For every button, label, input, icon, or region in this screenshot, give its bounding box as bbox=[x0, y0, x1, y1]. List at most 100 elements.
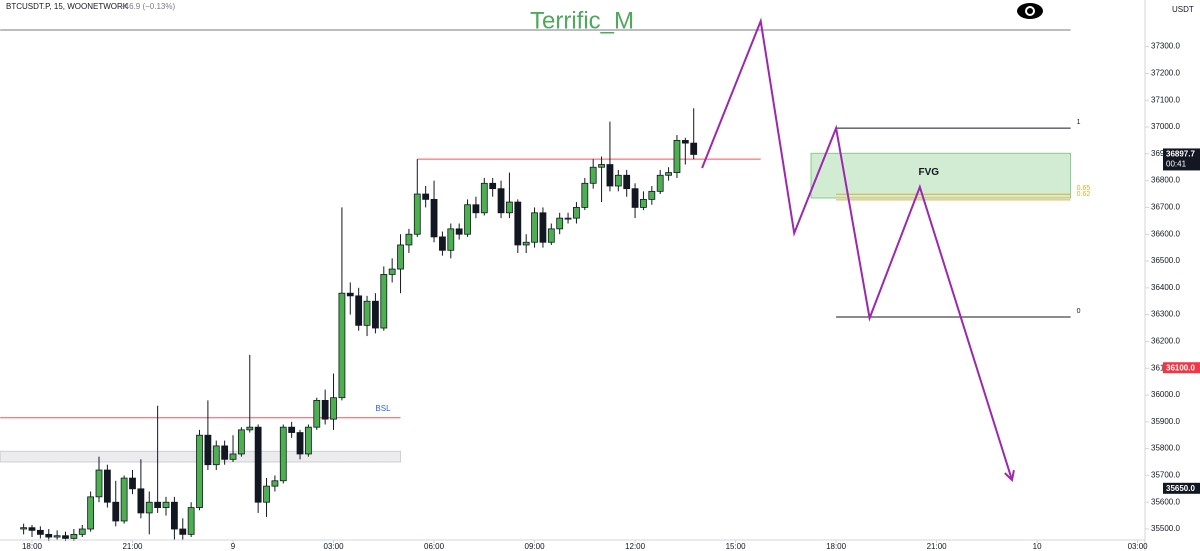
candle-body bbox=[78, 528, 86, 535]
zone-box bbox=[810, 152, 1072, 199]
candle-body bbox=[346, 292, 354, 297]
candle-body bbox=[196, 434, 203, 508]
y-tick-label: 36300.0 bbox=[1151, 310, 1180, 319]
candle-body bbox=[581, 182, 589, 208]
candle-body bbox=[547, 228, 555, 243]
y-tick-label: 35600.0 bbox=[1151, 497, 1180, 506]
candle-body bbox=[45, 533, 53, 538]
candle-body bbox=[20, 527, 28, 530]
price-badge bbox=[1163, 148, 1200, 171]
candle-body bbox=[279, 426, 287, 482]
candle-body bbox=[447, 228, 455, 251]
price-badge-sub: 00:41 bbox=[1166, 160, 1187, 169]
x-tick-label: 06:00 bbox=[424, 542, 445, 551]
candle-body bbox=[363, 300, 371, 326]
candle-body bbox=[129, 477, 136, 490]
candle-body bbox=[305, 426, 312, 455]
y-tick-label: 36600.0 bbox=[1151, 229, 1180, 238]
candle-body bbox=[313, 399, 321, 428]
projection-path bbox=[701, 17, 1013, 481]
level-label: 0.62 bbox=[1077, 191, 1091, 198]
candle-body bbox=[665, 172, 672, 176]
candle-body bbox=[120, 477, 128, 522]
y-tick-label: 36000.0 bbox=[1151, 390, 1180, 399]
candle-body bbox=[656, 174, 664, 192]
candle-body bbox=[187, 507, 195, 535]
y-tick-label: 35900.0 bbox=[1151, 417, 1180, 426]
candle-body bbox=[589, 166, 597, 184]
candle-body bbox=[154, 501, 162, 508]
x-tick-label: 21:00 bbox=[927, 542, 948, 551]
candle-body bbox=[145, 501, 153, 514]
candle-body bbox=[455, 228, 463, 235]
candle-body bbox=[288, 426, 296, 433]
candle-body bbox=[539, 212, 547, 243]
change: −46.9 (−0.13%) bbox=[120, 2, 175, 11]
candle-body bbox=[254, 426, 262, 503]
candle-body bbox=[439, 236, 446, 251]
candle-body bbox=[271, 480, 279, 487]
candle-body bbox=[648, 190, 656, 200]
level-label: BSL bbox=[375, 404, 391, 413]
candle-body bbox=[522, 241, 530, 246]
candle-body bbox=[480, 182, 488, 214]
candle-body bbox=[681, 140, 689, 144]
candle-body bbox=[70, 533, 78, 539]
candle-body bbox=[497, 188, 505, 214]
y-tick-label: 36700.0 bbox=[1151, 203, 1180, 212]
candle-body bbox=[564, 217, 572, 220]
candle-body bbox=[62, 535, 69, 539]
y-tick-label: 37300.0 bbox=[1151, 42, 1180, 51]
watermark: Terrific_M bbox=[530, 7, 634, 34]
candle-body bbox=[514, 201, 522, 246]
x-tick-label: 18:00 bbox=[22, 542, 43, 551]
x-tick-label: 09:00 bbox=[525, 542, 546, 551]
candle-body bbox=[430, 198, 438, 238]
zone-label: FVG bbox=[919, 167, 940, 178]
level-label: 0.65 bbox=[1077, 185, 1091, 192]
candle-body bbox=[179, 528, 187, 535]
candle-body bbox=[355, 295, 363, 326]
candle-body bbox=[556, 217, 564, 230]
candle-body bbox=[614, 174, 622, 187]
candle-body bbox=[372, 300, 379, 329]
arrow-head bbox=[1004, 469, 1015, 482]
candle-body bbox=[531, 212, 538, 243]
y-tick-label: 35800.0 bbox=[1151, 444, 1180, 453]
y-tick-label: 36400.0 bbox=[1151, 283, 1180, 292]
candle-body bbox=[464, 204, 471, 235]
y-tick-label: 36500.0 bbox=[1151, 256, 1180, 265]
x-tick-label: 21:00 bbox=[122, 542, 143, 551]
candle-body bbox=[221, 445, 229, 460]
candle-body bbox=[170, 501, 178, 530]
price-badge-label: 35650.0 bbox=[1166, 484, 1195, 493]
eye-icon[interactable] bbox=[1017, 3, 1043, 19]
candle-body bbox=[397, 244, 404, 270]
x-tick-label: 9 bbox=[231, 542, 236, 551]
candle-body bbox=[137, 488, 145, 514]
currency: USDT bbox=[1172, 5, 1194, 14]
candle-body bbox=[87, 496, 95, 530]
candle-body bbox=[631, 188, 639, 208]
candle-body bbox=[212, 445, 220, 466]
level-label: 0 bbox=[1077, 308, 1081, 315]
candle-body bbox=[405, 233, 413, 246]
price-badge bbox=[1163, 482, 1200, 494]
candle-body bbox=[673, 140, 681, 173]
candle-body bbox=[103, 469, 111, 503]
x-tick-label: 10 bbox=[1033, 542, 1042, 551]
candle-body bbox=[338, 292, 346, 399]
x-tick-label: 03:00 bbox=[324, 542, 345, 551]
candle-body bbox=[204, 434, 212, 466]
candle-body bbox=[623, 174, 631, 190]
candle-body bbox=[162, 501, 170, 508]
x-tick-label: 12:00 bbox=[625, 542, 646, 551]
y-tick-label: 35500.0 bbox=[1151, 524, 1180, 533]
candle-body bbox=[472, 204, 480, 214]
x-tick-label: 18:00 bbox=[826, 542, 847, 551]
y-tick-label: 37200.0 bbox=[1151, 69, 1180, 78]
candle-body bbox=[53, 535, 61, 538]
candle-body bbox=[246, 426, 254, 431]
